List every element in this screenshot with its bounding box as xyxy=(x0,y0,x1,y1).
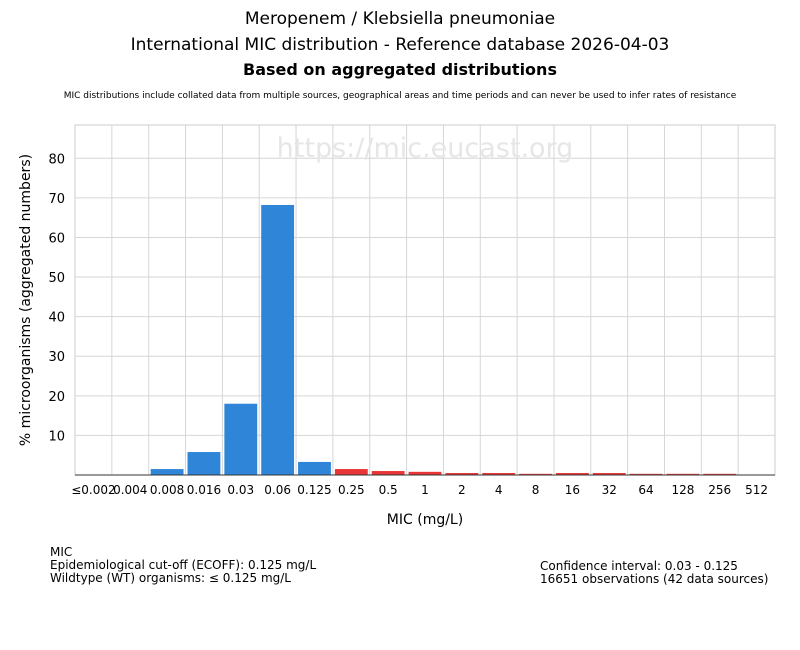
y-tick-label: 10 xyxy=(48,429,65,444)
info-ecoff: Epidemiological cut-off (ECOFF): 0.125 m… xyxy=(50,558,317,572)
chart-subtitle-bold: Based on aggregated distributions xyxy=(243,60,557,79)
bar-1 xyxy=(408,471,442,475)
x-tick-label: 512 xyxy=(745,483,768,497)
bar-0.25 xyxy=(334,469,368,475)
y-tick-label: 60 xyxy=(48,231,65,246)
x-tick-label: 0.5 xyxy=(379,483,398,497)
bar-2 xyxy=(445,473,479,475)
bar-64 xyxy=(629,473,663,475)
x-tick-label: 16 xyxy=(565,483,580,497)
x-tick-label: 0.004 xyxy=(113,483,147,497)
bar-0.03 xyxy=(224,403,258,475)
bar-16 xyxy=(555,473,589,475)
x-tick-label: 1 xyxy=(421,483,429,497)
mic-chart: 10 20 30 40 50 60 70 80 https://mic.eucast.org ≤0… xyxy=(18,124,776,528)
x-tick-label: 4 xyxy=(495,483,503,497)
bar-0.125 xyxy=(298,461,331,475)
info-observations: 16651 observations (42 data sources) xyxy=(540,572,769,586)
y-tick-label: 50 xyxy=(48,271,65,286)
x-tick-label: 0.016 xyxy=(187,483,221,497)
x-tick-label: 64 xyxy=(638,483,653,497)
x-tick-label: 128 xyxy=(671,483,694,497)
chart-subtitle: International MIC distribution - Referen… xyxy=(130,35,670,55)
info-confidence: Confidence interval: 0.03 - 0.125 xyxy=(540,559,738,573)
x-tick-label: 32 xyxy=(602,483,617,497)
y-tick-label: 20 xyxy=(48,390,65,405)
x-tick-label: 0.125 xyxy=(297,483,331,497)
bar-0.06 xyxy=(261,204,295,476)
y-tick-label: 70 xyxy=(48,192,65,207)
bar-0.016 xyxy=(187,452,221,475)
plot-frame xyxy=(74,124,776,476)
x-tick-label: 0.008 xyxy=(150,483,184,497)
info-mic-label: MIC xyxy=(50,545,73,559)
disclaimer-note: MIC distributions include collated data … xyxy=(63,91,737,101)
bar-0.5 xyxy=(371,471,405,475)
bar-128 xyxy=(666,473,700,475)
x-tick-label: 0.06 xyxy=(264,483,291,497)
y-tick-label: 80 xyxy=(48,152,65,167)
x-tick-label: 0.25 xyxy=(338,483,365,497)
bar-4 xyxy=(482,473,516,475)
bar-0.008 xyxy=(150,469,184,475)
x-tick-label: 2 xyxy=(458,483,466,497)
bar-32 xyxy=(592,473,626,475)
x-tick-label: 0.03 xyxy=(227,483,254,497)
y-tick-label: 30 xyxy=(48,350,65,365)
bar-256 xyxy=(703,473,737,475)
x-tick-label: 8 xyxy=(532,483,540,497)
bar-8 xyxy=(519,473,552,475)
chart-title: Meropenem / Klebsiella pneumoniae xyxy=(244,9,556,29)
watermark: https://mic.eucast.org xyxy=(277,133,574,164)
y-axis-label: % microorganisms (aggregated numbers) xyxy=(18,154,34,446)
x-axis-label: MIC (mg/L) xyxy=(387,512,463,528)
x-tick-label: ≤0.002 xyxy=(71,483,115,497)
x-tick-label: 256 xyxy=(708,483,731,497)
y-tick-label: 40 xyxy=(48,311,65,326)
info-wildtype: Wildtype (WT) organisms: ≤ 0.125 mg/L xyxy=(50,571,291,585)
